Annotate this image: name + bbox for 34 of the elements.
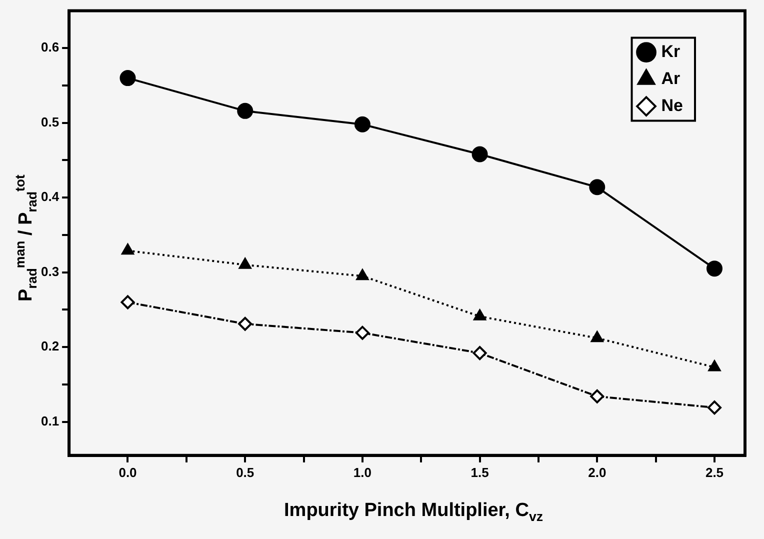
x-tick-label: 1.0 [353, 464, 372, 480]
y-tick-label: 0.2 [40, 338, 60, 354]
point [706, 260, 722, 277]
point [472, 146, 488, 162]
point [122, 244, 134, 255]
point [355, 326, 370, 340]
legend-label: Ar [661, 68, 681, 88]
point [590, 389, 604, 404]
point [707, 400, 722, 415]
y-tick-label: 0.5 [40, 114, 60, 130]
x-tick-label: 0.0 [118, 464, 137, 480]
y-tick-label: 0.1 [40, 413, 60, 428]
x-tick-label: 1.5 [470, 464, 489, 480]
x-tick-label: 2.5 [705, 464, 724, 480]
legend-label: Kr [661, 42, 681, 61]
point [472, 346, 487, 360]
point [708, 360, 721, 372]
point [474, 309, 486, 320]
point [589, 179, 606, 196]
y-tick-label: 0.6 [40, 40, 60, 55]
x-tick-label: 2.0 [588, 464, 606, 480]
point [120, 70, 136, 86]
point [120, 295, 135, 310]
point [238, 258, 252, 269]
point [238, 316, 252, 331]
legend-label: Ne [661, 96, 684, 115]
point [590, 331, 604, 342]
point [354, 116, 370, 132]
x-tick-label: 0.5 [236, 464, 254, 480]
point [356, 269, 369, 280]
y-tick-label: 0.3 [40, 264, 60, 279]
y-tick-label: 0.4 [40, 189, 60, 204]
point [237, 102, 254, 119]
x-axis-title: Impurity Pinch Multiplier, C$_{vz}$ [283, 500, 544, 524]
